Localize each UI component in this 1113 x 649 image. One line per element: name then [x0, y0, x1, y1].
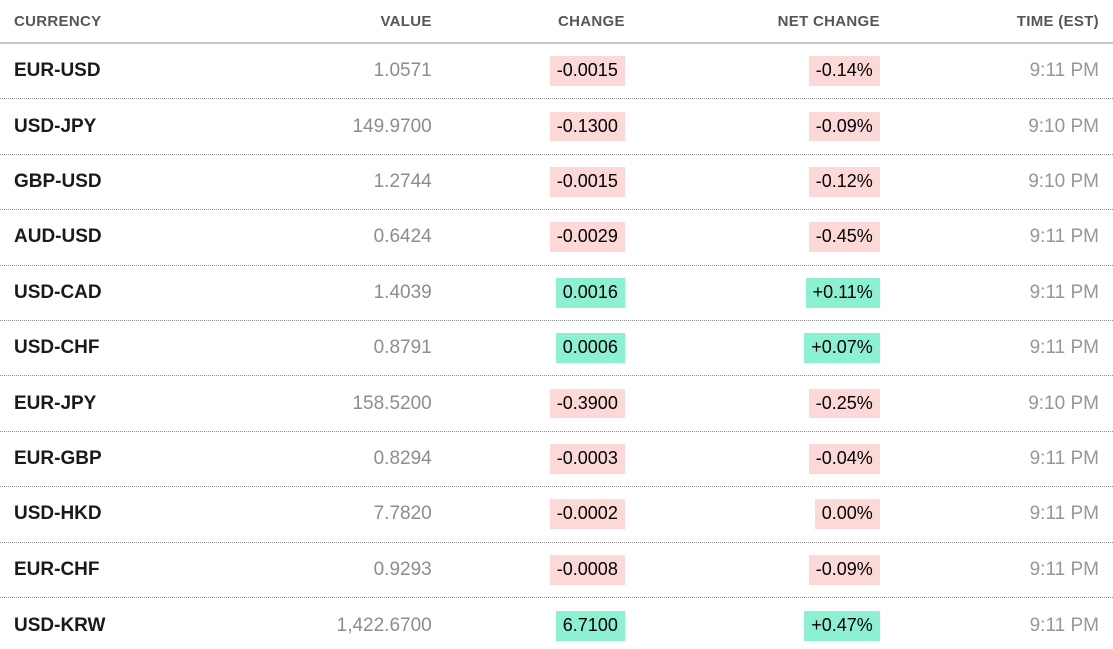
- table-row: EUR-USD 1.0571 -0.0015 -0.14% 9:11 PM: [0, 44, 1113, 100]
- column-header-change: CHANGE: [558, 12, 625, 30]
- value-cell: 1.2744: [373, 170, 432, 192]
- net-change-cell: +0.47%: [625, 610, 880, 641]
- currency-pair-link[interactable]: EUR-JPY: [14, 392, 97, 414]
- value-cell: 0.8294: [373, 447, 432, 469]
- change-badge: 0.0006: [555, 333, 625, 364]
- change-cell: -0.0015: [432, 56, 625, 87]
- time-cell: 9:11 PM: [1029, 503, 1099, 525]
- table-row: USD-KRW 1,422.6700 6.7100 +0.47% 9:11 PM: [0, 598, 1113, 649]
- currency-pair-link[interactable]: USD-CHF: [14, 337, 100, 359]
- change-badge: -0.3900: [549, 388, 625, 419]
- net-change-badge: -0.12%: [808, 167, 880, 197]
- table-row: AUD-USD 0.6424 -0.0029 -0.45% 9:11 PM: [0, 210, 1113, 266]
- time-cell: 9:10 PM: [1028, 392, 1099, 414]
- net-change-badge: 0.00%: [814, 499, 880, 530]
- change-badge: -0.0008: [549, 554, 625, 585]
- net-change-cell: -0.14%: [625, 56, 880, 87]
- net-change-cell: -0.09%: [625, 111, 880, 142]
- table-row: GBP-USD 1.2744 -0.0015 -0.12% 9:10 PM: [0, 155, 1113, 211]
- change-badge: -0.0002: [549, 499, 625, 530]
- time-cell: 9:10 PM: [1028, 115, 1099, 137]
- net-change-badge: -0.14%: [808, 56, 880, 87]
- value-cell: 0.6424: [373, 226, 432, 248]
- table-row: EUR-JPY 158.5200 -0.3900 -0.25% 9:10 PM: [0, 376, 1113, 432]
- column-header-time: TIME (EST): [1016, 12, 1099, 30]
- net-change-badge: -0.45%: [808, 222, 880, 253]
- currency-pair-link[interactable]: USD-CAD: [14, 281, 102, 303]
- change-badge: -0.0015: [549, 167, 625, 197]
- net-change-badge: -0.09%: [808, 111, 880, 142]
- change-cell: -0.0002: [432, 499, 625, 530]
- table-row: USD-CAD 1.4039 0.0016 +0.11% 9:11 PM: [0, 266, 1113, 321]
- change-cell: -0.0003: [432, 444, 625, 474]
- table-header: CURRENCY VALUE CHANGE NET CHANGE TIME (E…: [0, 0, 1113, 44]
- time-cell: 9:11 PM: [1029, 60, 1099, 82]
- net-change-badge: +0.07%: [804, 333, 880, 364]
- net-change-badge: -0.04%: [808, 444, 880, 474]
- currency-pair-link[interactable]: USD-JPY: [14, 115, 97, 137]
- currency-pair-link[interactable]: USD-KRW: [14, 614, 106, 636]
- net-change-cell: +0.07%: [625, 333, 880, 364]
- value-cell: 1.4039: [373, 281, 432, 303]
- change-badge: -0.0029: [549, 222, 625, 253]
- change-cell: 6.7100: [432, 610, 625, 641]
- net-change-cell: -0.45%: [625, 222, 880, 253]
- net-change-cell: -0.04%: [625, 444, 880, 474]
- currency-pair-link[interactable]: EUR-GBP: [14, 447, 102, 469]
- time-cell: 9:11 PM: [1029, 447, 1099, 469]
- change-cell: -0.0008: [432, 554, 625, 585]
- table-row: USD-HKD 7.7820 -0.0002 0.00% 9:11 PM: [0, 487, 1113, 543]
- change-cell: -0.1300: [432, 111, 625, 142]
- change-badge: -0.0015: [549, 56, 625, 87]
- currency-pair-link[interactable]: AUD-USD: [14, 226, 102, 248]
- time-cell: 9:11 PM: [1029, 614, 1099, 636]
- table-row: EUR-CHF 0.9293 -0.0008 -0.09% 9:11 PM: [0, 543, 1113, 598]
- value-cell: 1.0571: [373, 60, 432, 82]
- net-change-badge: -0.09%: [808, 554, 880, 585]
- net-change-cell: +0.11%: [625, 277, 880, 308]
- net-change-badge: +0.47%: [804, 610, 880, 641]
- value-cell: 0.9293: [373, 558, 432, 580]
- change-badge: 6.7100: [555, 610, 625, 641]
- table-row: USD-CHF 0.8791 0.0006 +0.07% 9:11 PM: [0, 321, 1113, 377]
- net-change-badge: +0.11%: [805, 277, 880, 308]
- net-change-cell: 0.00%: [625, 499, 880, 530]
- change-badge: -0.0003: [549, 444, 625, 474]
- currency-pair-link[interactable]: EUR-CHF: [14, 558, 100, 580]
- currency-pair-link[interactable]: EUR-USD: [14, 60, 101, 82]
- change-badge: 0.0016: [555, 277, 625, 308]
- table-row: EUR-GBP 0.8294 -0.0003 -0.04% 9:11 PM: [0, 432, 1113, 488]
- value-cell: 158.5200: [352, 392, 432, 414]
- net-change-cell: -0.09%: [625, 554, 880, 585]
- time-cell: 9:10 PM: [1028, 170, 1099, 192]
- time-cell: 9:11 PM: [1029, 226, 1099, 248]
- column-header-net-change: NET CHANGE: [777, 12, 880, 30]
- column-header-value: VALUE: [380, 12, 432, 30]
- time-cell: 9:11 PM: [1029, 558, 1099, 580]
- time-cell: 9:11 PM: [1029, 337, 1099, 359]
- change-cell: 0.0006: [432, 333, 625, 364]
- value-cell: 7.7820: [373, 503, 432, 525]
- currency-pair-link[interactable]: GBP-USD: [14, 170, 102, 192]
- change-cell: -0.3900: [432, 388, 625, 419]
- currency-pair-link[interactable]: USD-HKD: [14, 503, 102, 525]
- change-cell: 0.0016: [432, 277, 625, 308]
- change-cell: -0.0029: [432, 222, 625, 253]
- column-header-currency: CURRENCY: [14, 12, 102, 30]
- net-change-cell: -0.12%: [625, 167, 880, 197]
- value-cell: 0.8791: [373, 337, 432, 359]
- value-cell: 1,422.6700: [336, 614, 432, 636]
- value-cell: 149.9700: [352, 115, 432, 137]
- change-cell: -0.0015: [432, 167, 625, 197]
- net-change-badge: -0.25%: [808, 388, 880, 419]
- net-change-cell: -0.25%: [625, 388, 880, 419]
- table-row: USD-JPY 149.9700 -0.1300 -0.09% 9:10 PM: [0, 99, 1113, 155]
- table-body: EUR-USD 1.0571 -0.0015 -0.14% 9:11 PM US…: [0, 44, 1113, 649]
- time-cell: 9:11 PM: [1029, 281, 1099, 303]
- change-badge: -0.1300: [549, 111, 625, 142]
